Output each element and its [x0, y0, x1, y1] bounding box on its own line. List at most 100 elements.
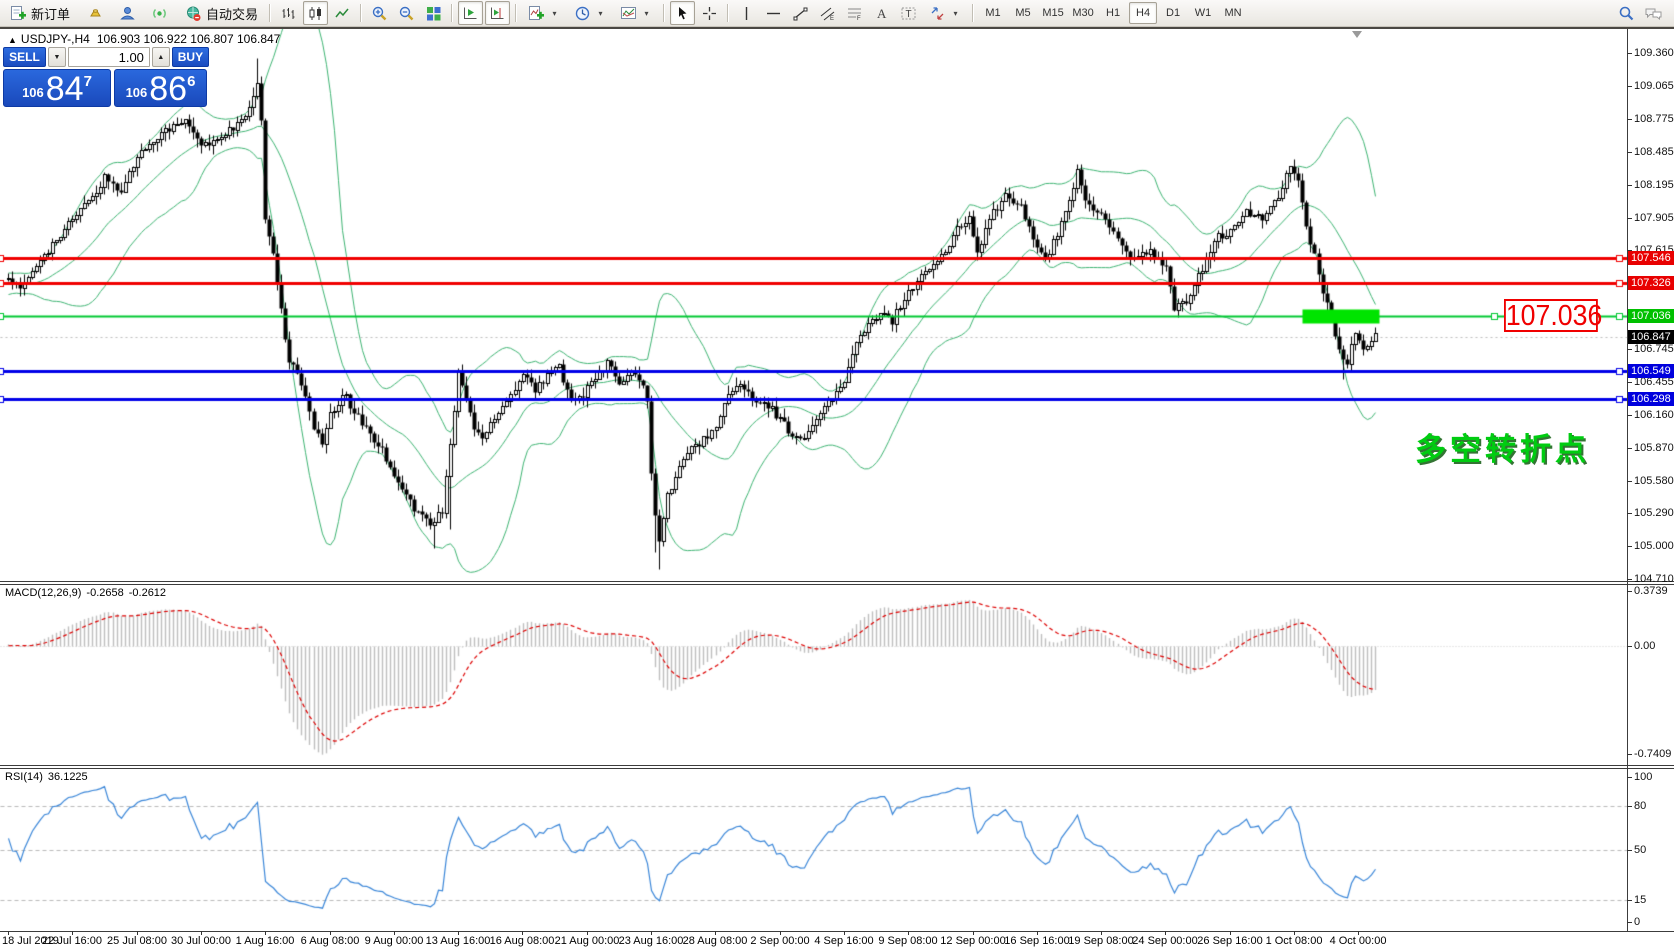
volume-input[interactable] — [67, 47, 150, 67]
rsi-label: RSI(14) 36.1225 — [5, 771, 93, 783]
vertical-line-icon — [745, 6, 748, 20]
buy-price-button[interactable]: 106 86 6 — [114, 69, 207, 107]
time-axis-tick — [458, 931, 459, 935]
channel-button[interactable]: E — [815, 1, 840, 25]
toolbar-separator — [972, 4, 975, 22]
auto-scroll-button[interactable] — [458, 1, 484, 25]
signals-icon — [153, 8, 166, 18]
text-button[interactable]: A — [869, 1, 894, 25]
time-axis-tick — [1294, 931, 1295, 935]
svg-text:T: T — [906, 9, 912, 20]
auto-scroll-icon — [464, 7, 477, 19]
templates-button[interactable]: ▾ — [614, 1, 658, 25]
fibonacci-button[interactable]: F — [842, 1, 867, 25]
cursor-button[interactable] — [670, 1, 696, 25]
time-axis-border — [0, 931, 1674, 932]
panel-separator[interactable] — [0, 765, 1674, 766]
svg-text:E: E — [830, 16, 834, 22]
time-tick-label: 30 Jul 00:00 — [171, 935, 231, 947]
hline-button[interactable] — [761, 1, 786, 25]
axis-tick — [1627, 591, 1632, 592]
timeframe-m30-button[interactable]: M30 — [1072, 7, 1094, 19]
timeframe-m15-button[interactable]: M15 — [1042, 7, 1064, 19]
periods-button[interactable]: ▾ — [568, 1, 612, 25]
search-button[interactable] — [1614, 1, 1639, 25]
zoom-out-button[interactable] — [394, 1, 419, 25]
timeframe-h1-button[interactable]: H1 — [1106, 7, 1121, 19]
timeframe-h4-button[interactable]: H4 — [1129, 2, 1158, 24]
tile-windows-button[interactable] — [421, 1, 446, 25]
crosshair-button[interactable] — [697, 1, 722, 25]
gold-button[interactable] — [83, 1, 108, 25]
axis-tick — [1627, 850, 1632, 851]
rsi-panel-canvas[interactable] — [0, 768, 1627, 930]
macd-panel-canvas[interactable] — [0, 584, 1627, 765]
price-tag: 107.546 — [1628, 251, 1674, 265]
chat-button[interactable] — [1641, 1, 1666, 25]
time-axis-tick — [780, 931, 781, 935]
time-axis-tick — [844, 931, 845, 935]
volume-increase-button[interactable]: ▲ — [151, 47, 170, 67]
collapse-triangle-icon[interactable]: ▲ — [8, 35, 17, 45]
timeframe-m5-button[interactable]: M5 — [1015, 7, 1031, 19]
price-tick-label: 108.485 — [1634, 146, 1674, 158]
price-tick-label: 15 — [1634, 894, 1647, 906]
chart-shift-marker[interactable] — [1352, 31, 1362, 38]
zoom-in-icon — [372, 6, 387, 20]
timeframe-mn-button[interactable]: MN — [1224, 7, 1242, 19]
svg-text:F: F — [857, 16, 861, 22]
time-axis-tick — [265, 931, 266, 935]
panel-separator[interactable] — [0, 581, 1674, 582]
sell-price-button[interactable]: 106 84 7 — [3, 69, 111, 107]
timeframe-m1-button[interactable]: M1 — [985, 7, 1001, 19]
price-tag: 106.298 — [1628, 392, 1674, 406]
arrows-button[interactable]: ▾ — [923, 1, 967, 25]
sell-button[interactable]: SELL — [3, 47, 47, 67]
cursor-icon — [679, 6, 687, 19]
up-arrow-icon: ▲ — [157, 53, 165, 61]
profile-button[interactable] — [115, 1, 140, 25]
axis-tick — [1627, 546, 1632, 547]
autotrade-button[interactable]: 自动交易 — [179, 1, 264, 25]
axis-tick — [1627, 119, 1632, 120]
buy-button[interactable]: BUY — [171, 47, 209, 67]
zoom-in-button[interactable] — [367, 1, 392, 25]
volume-decrease-button[interactable]: ▼ — [48, 47, 66, 67]
axis-tick — [1627, 481, 1632, 482]
toolbar-separator — [360, 4, 363, 22]
new-order-button[interactable]: 新订单 — [4, 1, 76, 25]
time-axis-tick — [908, 931, 909, 935]
turning-point-note[interactable]: 多空转折点 — [1415, 432, 1590, 467]
timeframe-w1-button[interactable]: W1 — [1194, 7, 1212, 19]
indicators-button[interactable]: ▾ — [522, 1, 566, 25]
panel-separator[interactable] — [0, 584, 1674, 585]
time-tick-label: 19 Sep 08:00 — [1068, 935, 1134, 947]
time-axis-tick — [330, 931, 331, 935]
price-tick-label: 50 — [1634, 844, 1647, 856]
vline-button[interactable] — [734, 1, 759, 25]
chart-shift-button[interactable] — [485, 1, 511, 25]
time-axis-tick — [1101, 931, 1102, 935]
text-a-icon: A — [877, 6, 887, 21]
sell-price-big: 84 — [45, 70, 84, 109]
price-tick-label: 108.195 — [1634, 179, 1674, 191]
chart-candles-button[interactable] — [303, 1, 329, 25]
svg-text:A: A — [877, 6, 887, 21]
signals-button[interactable] — [147, 1, 172, 25]
indicators-icon — [529, 5, 545, 20]
trendline-button[interactable] — [788, 1, 813, 25]
equidistant-channel-icon: E — [820, 7, 835, 22]
price-alert-box[interactable]: 107.036 — [1504, 299, 1603, 332]
chart-bars-button[interactable] — [276, 1, 301, 25]
new-order-icon — [11, 5, 26, 20]
trendline-icon — [793, 7, 808, 20]
time-axis-tick — [1037, 931, 1038, 935]
label-button[interactable]: T — [896, 1, 921, 25]
main-chart-canvas[interactable] — [0, 29, 1627, 582]
panel-separator[interactable] — [0, 768, 1674, 769]
line-chart-icon — [335, 8, 349, 17]
timeframe-d1-button[interactable]: D1 — [1166, 7, 1181, 19]
axis-tick — [1627, 513, 1632, 514]
chart-line-button[interactable] — [330, 1, 355, 25]
toolbar-separator — [663, 4, 666, 22]
